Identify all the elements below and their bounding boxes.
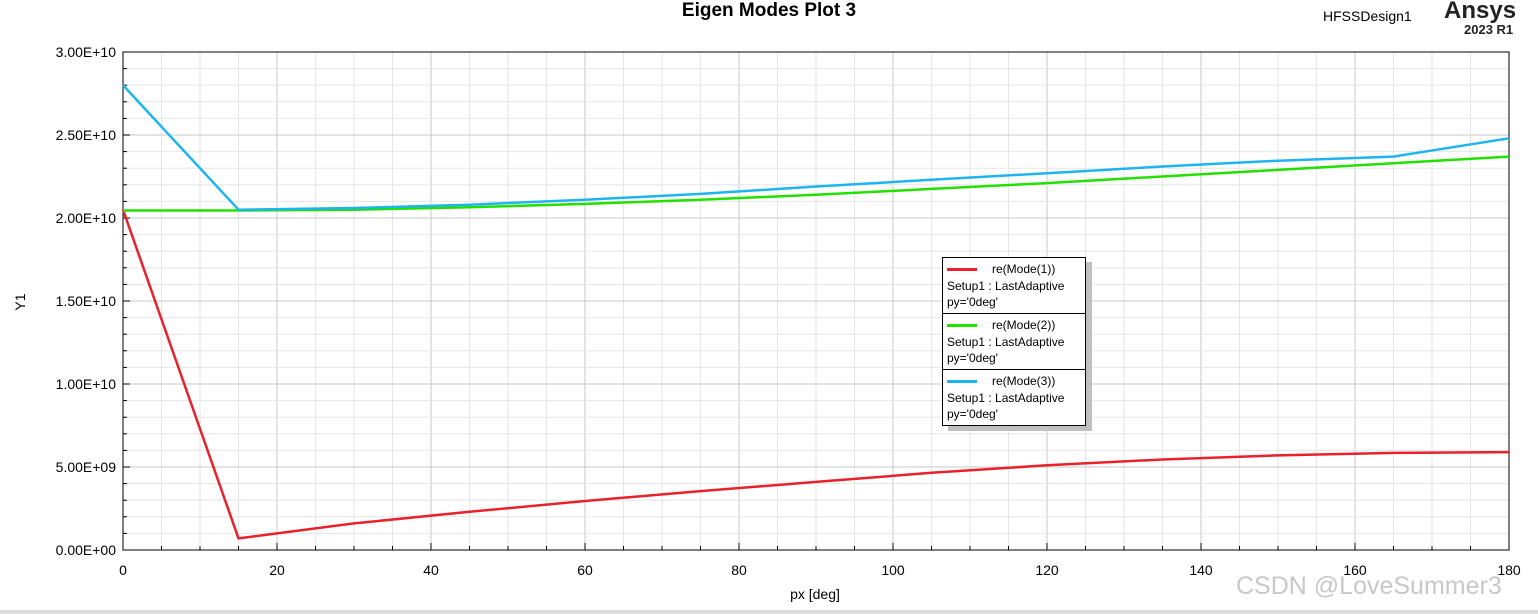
x-axis-label: px [deg] [790, 586, 840, 602]
legend-entry[interactable]: re(Mode(3)) Setup1 : LastAdaptive py='0d… [943, 370, 1085, 425]
x-tick-label: 80 [731, 562, 747, 578]
watermark: CSDN @LoveSummer3 [1236, 572, 1502, 600]
legend-entry[interactable]: re(Mode(1)) Setup1 : LastAdaptive py='0d… [943, 258, 1085, 314]
series-line-re-mode-3- [122, 84, 1510, 211]
bottom-border [0, 610, 1538, 614]
y-tick-label: 1.00E+10 [56, 376, 117, 392]
axes [122, 51, 1510, 551]
series-line-re-mode-2- [123, 155, 1510, 212]
y-tick-label: 1.50E+10 [56, 293, 117, 309]
y-axis-label: Y1 [12, 293, 28, 310]
x-tick-label: 140 [1189, 562, 1213, 578]
x-tick-label: 40 [423, 562, 439, 578]
legend-setup: Setup1 : LastAdaptive [947, 279, 1065, 293]
y-tick-label: 5.00E+09 [56, 459, 117, 475]
legend-swatch [947, 379, 977, 383]
series-line-re-mode-1- [121, 209, 1510, 540]
x-tick-label: 100 [881, 562, 905, 578]
tick-labels: 0 20 40 60 80 100 120 140 160 180 0.00E+00 5.00E+09… [56, 44, 1521, 578]
series-lines [121, 84, 1510, 540]
y-tick-label: 2.00E+10 [56, 210, 117, 226]
legend-params: py='0deg' [947, 295, 998, 309]
y-tick-label: 0.00E+00 [56, 542, 117, 558]
chart-title: Eigen Modes Plot 3 [681, 0, 857, 21]
y-tick-label: 3.00E+10 [56, 44, 117, 60]
brand-logo: Ansys [1444, 0, 1517, 24]
x-tick-label: 20 [269, 562, 285, 578]
x-tick-label: 60 [577, 562, 593, 578]
legend-swatch [947, 323, 977, 327]
x-tick-label: 160 [1343, 562, 1367, 578]
legend-series-name: re(Mode(2)) [992, 318, 1056, 332]
version-label: 2023 R1 [1464, 22, 1514, 37]
legend-params: py='0deg' [947, 407, 998, 421]
legend-swatch [947, 267, 977, 271]
legend-setup: Setup1 : LastAdaptive [947, 335, 1065, 349]
legend[interactable]: re(Mode(1)) Setup1 : LastAdaptive py='0d… [942, 257, 1086, 426]
x-tick-label: 120 [1035, 562, 1059, 578]
legend-series-name: re(Mode(1)) [992, 262, 1056, 276]
legend-params: py='0deg' [947, 351, 998, 365]
design-name: HFSSDesign1 [1323, 8, 1412, 24]
legend-series-name: re(Mode(3)) [992, 374, 1056, 388]
x-tick-label: 0 [119, 562, 127, 578]
legend-setup: Setup1 : LastAdaptive [947, 391, 1065, 405]
grid-lines [122, 51, 1510, 551]
x-tick-label: 180 [1497, 562, 1521, 578]
y-tick-label: 2.50E+10 [56, 127, 117, 143]
legend-entry[interactable]: re(Mode(2)) Setup1 : LastAdaptive py='0d… [943, 314, 1085, 370]
